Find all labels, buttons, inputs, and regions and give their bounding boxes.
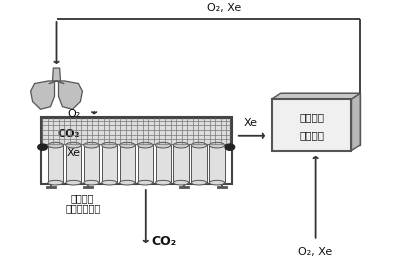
Bar bbox=[40, 117, 232, 184]
Ellipse shape bbox=[174, 180, 189, 185]
Polygon shape bbox=[280, 93, 360, 145]
Ellipse shape bbox=[174, 142, 189, 148]
Ellipse shape bbox=[120, 142, 135, 148]
Ellipse shape bbox=[102, 142, 117, 148]
Text: O₂: O₂ bbox=[67, 110, 80, 119]
Text: 气体混合: 气体混合 bbox=[299, 112, 324, 122]
Text: CO₂: CO₂ bbox=[152, 236, 177, 248]
Ellipse shape bbox=[66, 142, 81, 148]
Text: CO₂: CO₂ bbox=[58, 129, 80, 139]
Circle shape bbox=[38, 144, 47, 150]
Ellipse shape bbox=[102, 180, 117, 185]
Ellipse shape bbox=[120, 180, 135, 185]
Text: O₂, Xe: O₂, Xe bbox=[207, 3, 242, 13]
Ellipse shape bbox=[156, 142, 171, 148]
Polygon shape bbox=[30, 81, 54, 109]
Bar bbox=[191, 145, 207, 183]
Circle shape bbox=[225, 144, 235, 150]
Ellipse shape bbox=[48, 142, 63, 148]
Polygon shape bbox=[352, 93, 360, 150]
Ellipse shape bbox=[84, 142, 99, 148]
Ellipse shape bbox=[156, 180, 171, 185]
Polygon shape bbox=[272, 99, 352, 150]
Bar bbox=[42, 118, 230, 144]
Polygon shape bbox=[272, 93, 360, 99]
Text: 气体分离元件: 气体分离元件 bbox=[65, 203, 100, 213]
Bar bbox=[174, 145, 189, 183]
Bar bbox=[120, 145, 135, 183]
Ellipse shape bbox=[138, 180, 153, 185]
Bar bbox=[48, 145, 63, 183]
Ellipse shape bbox=[191, 180, 207, 185]
Bar bbox=[66, 145, 81, 183]
Ellipse shape bbox=[209, 180, 224, 185]
Ellipse shape bbox=[209, 142, 224, 148]
Bar bbox=[102, 145, 117, 183]
Text: Xe: Xe bbox=[244, 118, 258, 128]
Polygon shape bbox=[52, 68, 60, 81]
Ellipse shape bbox=[191, 142, 207, 148]
Bar bbox=[209, 145, 224, 183]
Bar bbox=[138, 145, 153, 183]
Bar bbox=[84, 145, 99, 183]
Polygon shape bbox=[58, 81, 82, 109]
Ellipse shape bbox=[84, 180, 99, 185]
Ellipse shape bbox=[66, 180, 81, 185]
Bar bbox=[156, 145, 171, 183]
Ellipse shape bbox=[138, 142, 153, 148]
Text: 浓度监测: 浓度监测 bbox=[299, 130, 324, 140]
Ellipse shape bbox=[48, 180, 63, 185]
Text: O₂, Xe: O₂, Xe bbox=[298, 247, 333, 257]
Text: Xe: Xe bbox=[66, 148, 80, 158]
Text: 分子筛膜: 分子筛膜 bbox=[71, 193, 94, 203]
